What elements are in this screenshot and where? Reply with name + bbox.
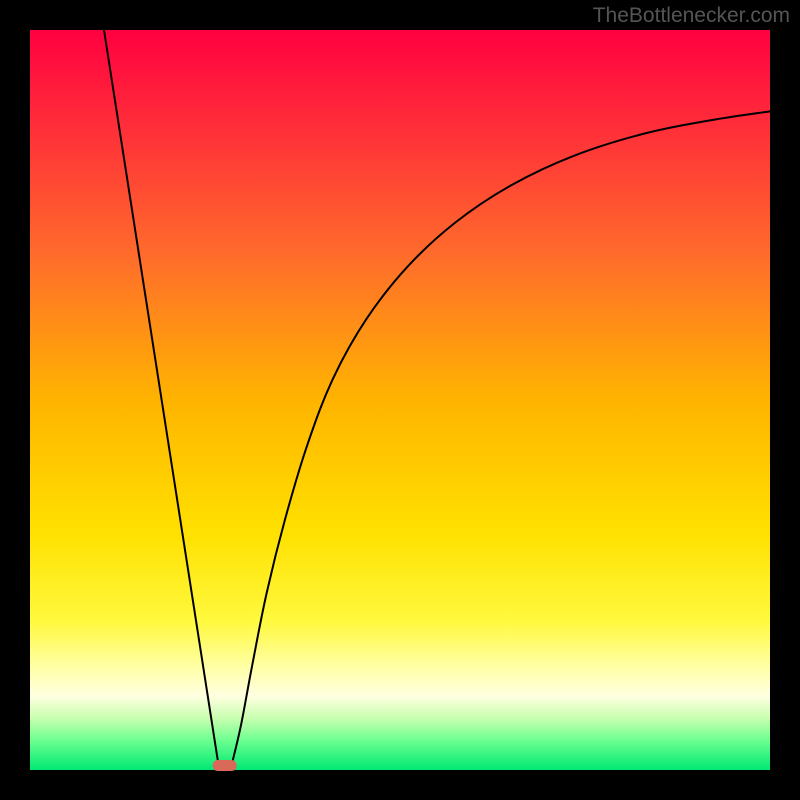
optimal-point-marker: [213, 760, 237, 771]
watermark-text: TheBottlenecker.com: [593, 4, 790, 28]
bottleneck-chart: [0, 0, 800, 800]
plot-background: [30, 30, 770, 770]
chart-svg: [0, 0, 800, 800]
